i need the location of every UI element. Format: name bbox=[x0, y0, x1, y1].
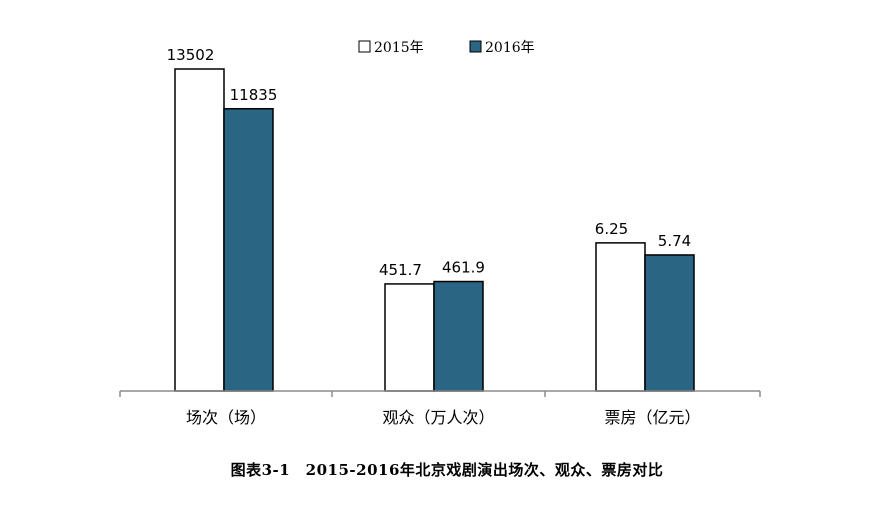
legend-swatch bbox=[358, 40, 371, 53]
bar-3-series-1 bbox=[595, 242, 646, 392]
value-label: 11835 bbox=[230, 86, 278, 104]
value-labels: 13502 11835 451.7 461.9 6.25 5.74 bbox=[167, 46, 692, 279]
legend: 2015年 2016年 bbox=[358, 40, 535, 56]
bar-1-series-1 bbox=[174, 68, 225, 392]
bar-1-series-2 bbox=[223, 108, 274, 392]
value-label: 6.25 bbox=[595, 220, 628, 238]
category-label: 场次（场） bbox=[186, 408, 266, 427]
legend-label: 2016年 bbox=[485, 40, 535, 56]
x-axis bbox=[119, 390, 761, 397]
legend-swatch bbox=[469, 40, 482, 53]
value-label: 451.7 bbox=[379, 261, 422, 279]
bar-2-series-2 bbox=[433, 280, 484, 392]
value-label: 5.74 bbox=[658, 232, 691, 250]
bar-2-series-1 bbox=[384, 283, 435, 392]
figure-caption: 图表3-1 2015-2016年北京戏剧演出场次、观众、票房对比 bbox=[230, 461, 664, 479]
bar-3-series-2 bbox=[644, 254, 695, 392]
value-label: 461.9 bbox=[442, 259, 485, 277]
category-labels: 场次（场） 观众（万人次） 票房（亿元） bbox=[186, 408, 701, 427]
category-label: 票房（亿元） bbox=[604, 408, 700, 427]
legend-label: 2015年 bbox=[374, 40, 424, 56]
value-label: 13502 bbox=[167, 46, 215, 64]
category-label: 观众（万人次） bbox=[382, 408, 494, 427]
bars bbox=[174, 68, 695, 392]
